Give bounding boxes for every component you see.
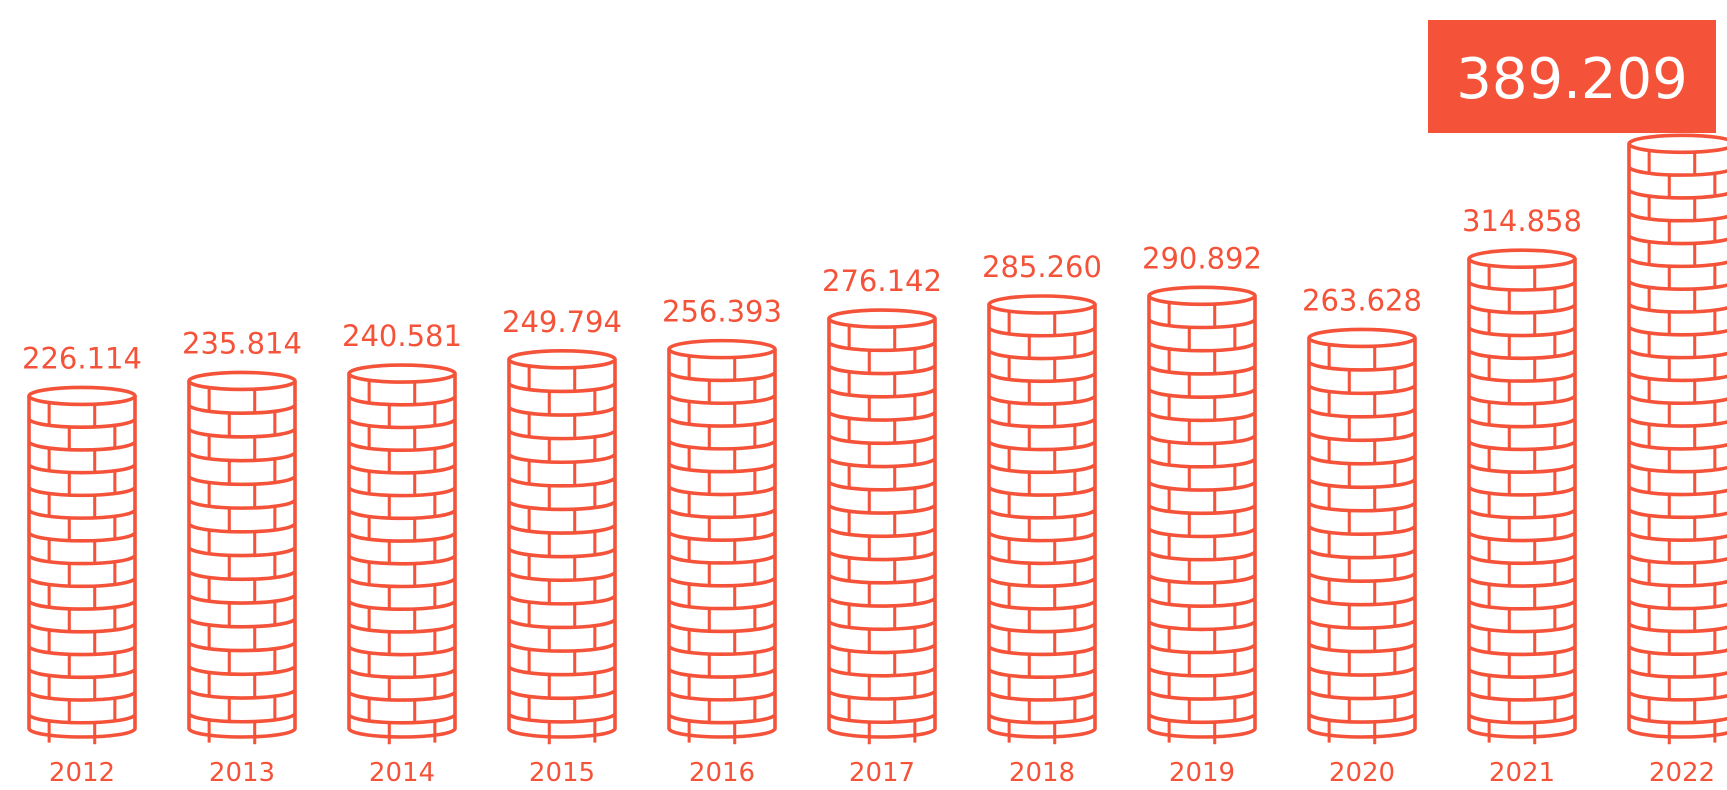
- year-label: 2012: [49, 758, 115, 788]
- value-label: 256.393: [662, 295, 782, 329]
- year-label: 2015: [529, 758, 595, 788]
- coin-stack: [1147, 285, 1257, 745]
- year-label: 2017: [849, 758, 915, 788]
- year-label: 2021: [1489, 758, 1555, 788]
- value-label: 314.858: [1462, 204, 1582, 238]
- year-label: 2018: [1009, 758, 1075, 788]
- value-label: 290.892: [1142, 241, 1262, 275]
- coin-stacks: [27, 133, 1727, 745]
- year-label: 2013: [209, 758, 275, 788]
- year-labels: 2012 2013 2014 2015 2016 2017 2018 2019 2020 2021…: [49, 758, 1715, 788]
- value-label: 240.581: [342, 319, 462, 353]
- coin-stack: [1627, 133, 1727, 745]
- value-label: 285.260: [982, 250, 1102, 284]
- year-label: 2016: [689, 758, 755, 788]
- highlight-value-label: 389.209: [1456, 47, 1688, 112]
- value-label: 235.814: [182, 326, 302, 360]
- value-label: 263.628: [1302, 283, 1422, 317]
- coin-stack: [1467, 248, 1577, 745]
- coin-stack: [1307, 327, 1417, 745]
- highlight-callout: 389.209: [1428, 20, 1716, 133]
- callout-pointer: [1654, 129, 1674, 132]
- year-label: 2022: [1649, 758, 1715, 788]
- coin-stack: [667, 338, 777, 745]
- coin-stack: [827, 308, 937, 745]
- coin-stack: [347, 363, 457, 745]
- year-label: 2020: [1329, 758, 1395, 788]
- highlight-value-callout: 389.209: [1428, 20, 1716, 133]
- coin-stack: [987, 294, 1097, 745]
- value-labels: 226.114 235.814 240.581 249.794 256.393 276.1…: [22, 204, 1582, 375]
- coin-stack: [27, 385, 137, 745]
- value-label: 249.794: [502, 305, 622, 339]
- value-label: 276.142: [822, 264, 942, 298]
- coin-stack: [187, 370, 297, 745]
- value-label: 226.114: [22, 341, 142, 375]
- year-label: 2014: [369, 758, 435, 788]
- coin-stack: [507, 349, 617, 745]
- callout-box: [1428, 20, 1716, 133]
- year-label: 2019: [1169, 758, 1235, 788]
